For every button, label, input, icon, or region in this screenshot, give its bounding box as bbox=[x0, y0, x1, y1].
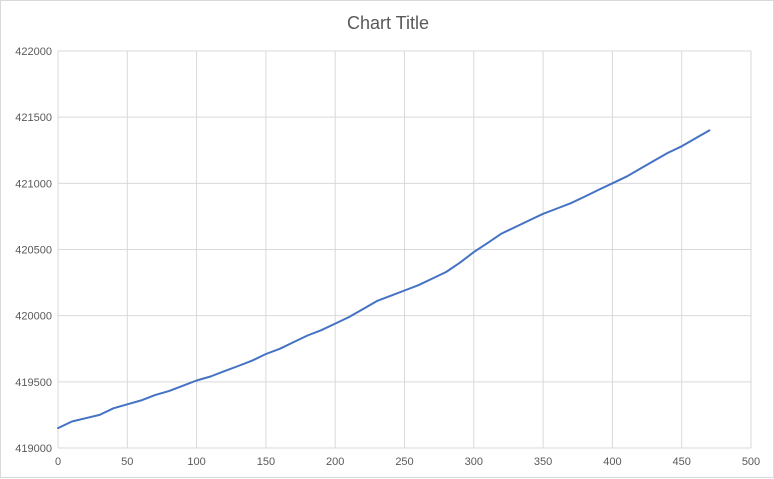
x-tick-label: 250 bbox=[395, 456, 413, 468]
chart-title: Chart Title bbox=[346, 13, 430, 33]
series-line bbox=[57, 129, 711, 430]
x-tick-label: 50 bbox=[121, 456, 133, 468]
y-tick-label: 422000 bbox=[15, 46, 52, 58]
x-tick-label: 100 bbox=[187, 456, 205, 468]
y-tick-label: 421500 bbox=[15, 112, 52, 124]
y-tick-label: 419000 bbox=[15, 443, 52, 455]
x-tick-label: 0 bbox=[55, 456, 61, 468]
x-tick-label: 450 bbox=[673, 456, 691, 468]
y-tick-label: 421000 bbox=[15, 178, 52, 190]
x-tick-label: 500 bbox=[742, 456, 760, 468]
x-tick-label: 400 bbox=[603, 456, 621, 468]
y-tick-label: 420500 bbox=[15, 245, 52, 257]
x-tick-label: 150 bbox=[257, 456, 275, 468]
x-tick-label: 350 bbox=[534, 456, 552, 468]
x-tick-label: 200 bbox=[326, 456, 344, 468]
x-tick-label: 300 bbox=[465, 456, 483, 468]
y-tick-label: 420000 bbox=[15, 311, 52, 323]
y-tick-label: 419500 bbox=[15, 377, 52, 389]
